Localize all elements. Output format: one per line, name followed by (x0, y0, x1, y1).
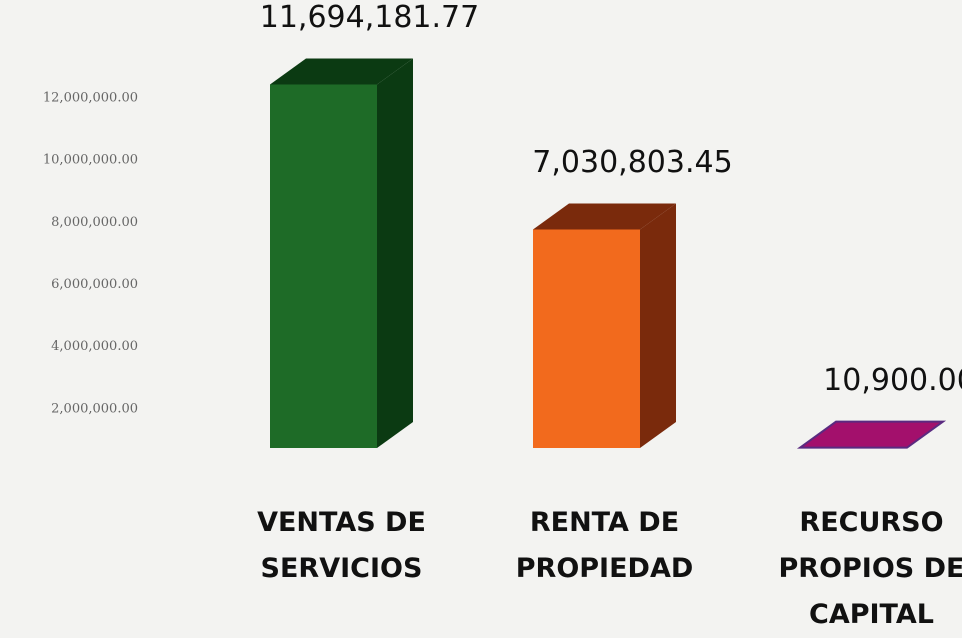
bar-front (270, 85, 377, 448)
value-label: 11,694,181.77 (260, 0, 479, 35)
y-tick-label: 2,000,000.00 (51, 401, 138, 416)
x-tick-label: RECURSO PROPIOS DE CAPITAL (772, 500, 962, 638)
value-label: 10,900.00 (823, 363, 962, 398)
value-label: 7,030,803.45 (532, 145, 732, 180)
bar-side (377, 59, 413, 448)
y-tick-label: 8,000,000.00 (51, 215, 138, 230)
bar-top (800, 422, 943, 448)
bar-side (640, 203, 676, 448)
x-tick-label: RENTA DE PROPIEDAD (505, 500, 705, 592)
x-tick-label: VENTAS DE SERVICIOS (242, 500, 442, 592)
y-tick-label: 12,000,000.00 (43, 91, 138, 106)
y-tick-label: 4,000,000.00 (51, 339, 138, 354)
y-tick-label: 10,000,000.00 (43, 153, 138, 168)
y-tick-label: 6,000,000.00 (51, 277, 138, 292)
bar-front (533, 229, 640, 448)
